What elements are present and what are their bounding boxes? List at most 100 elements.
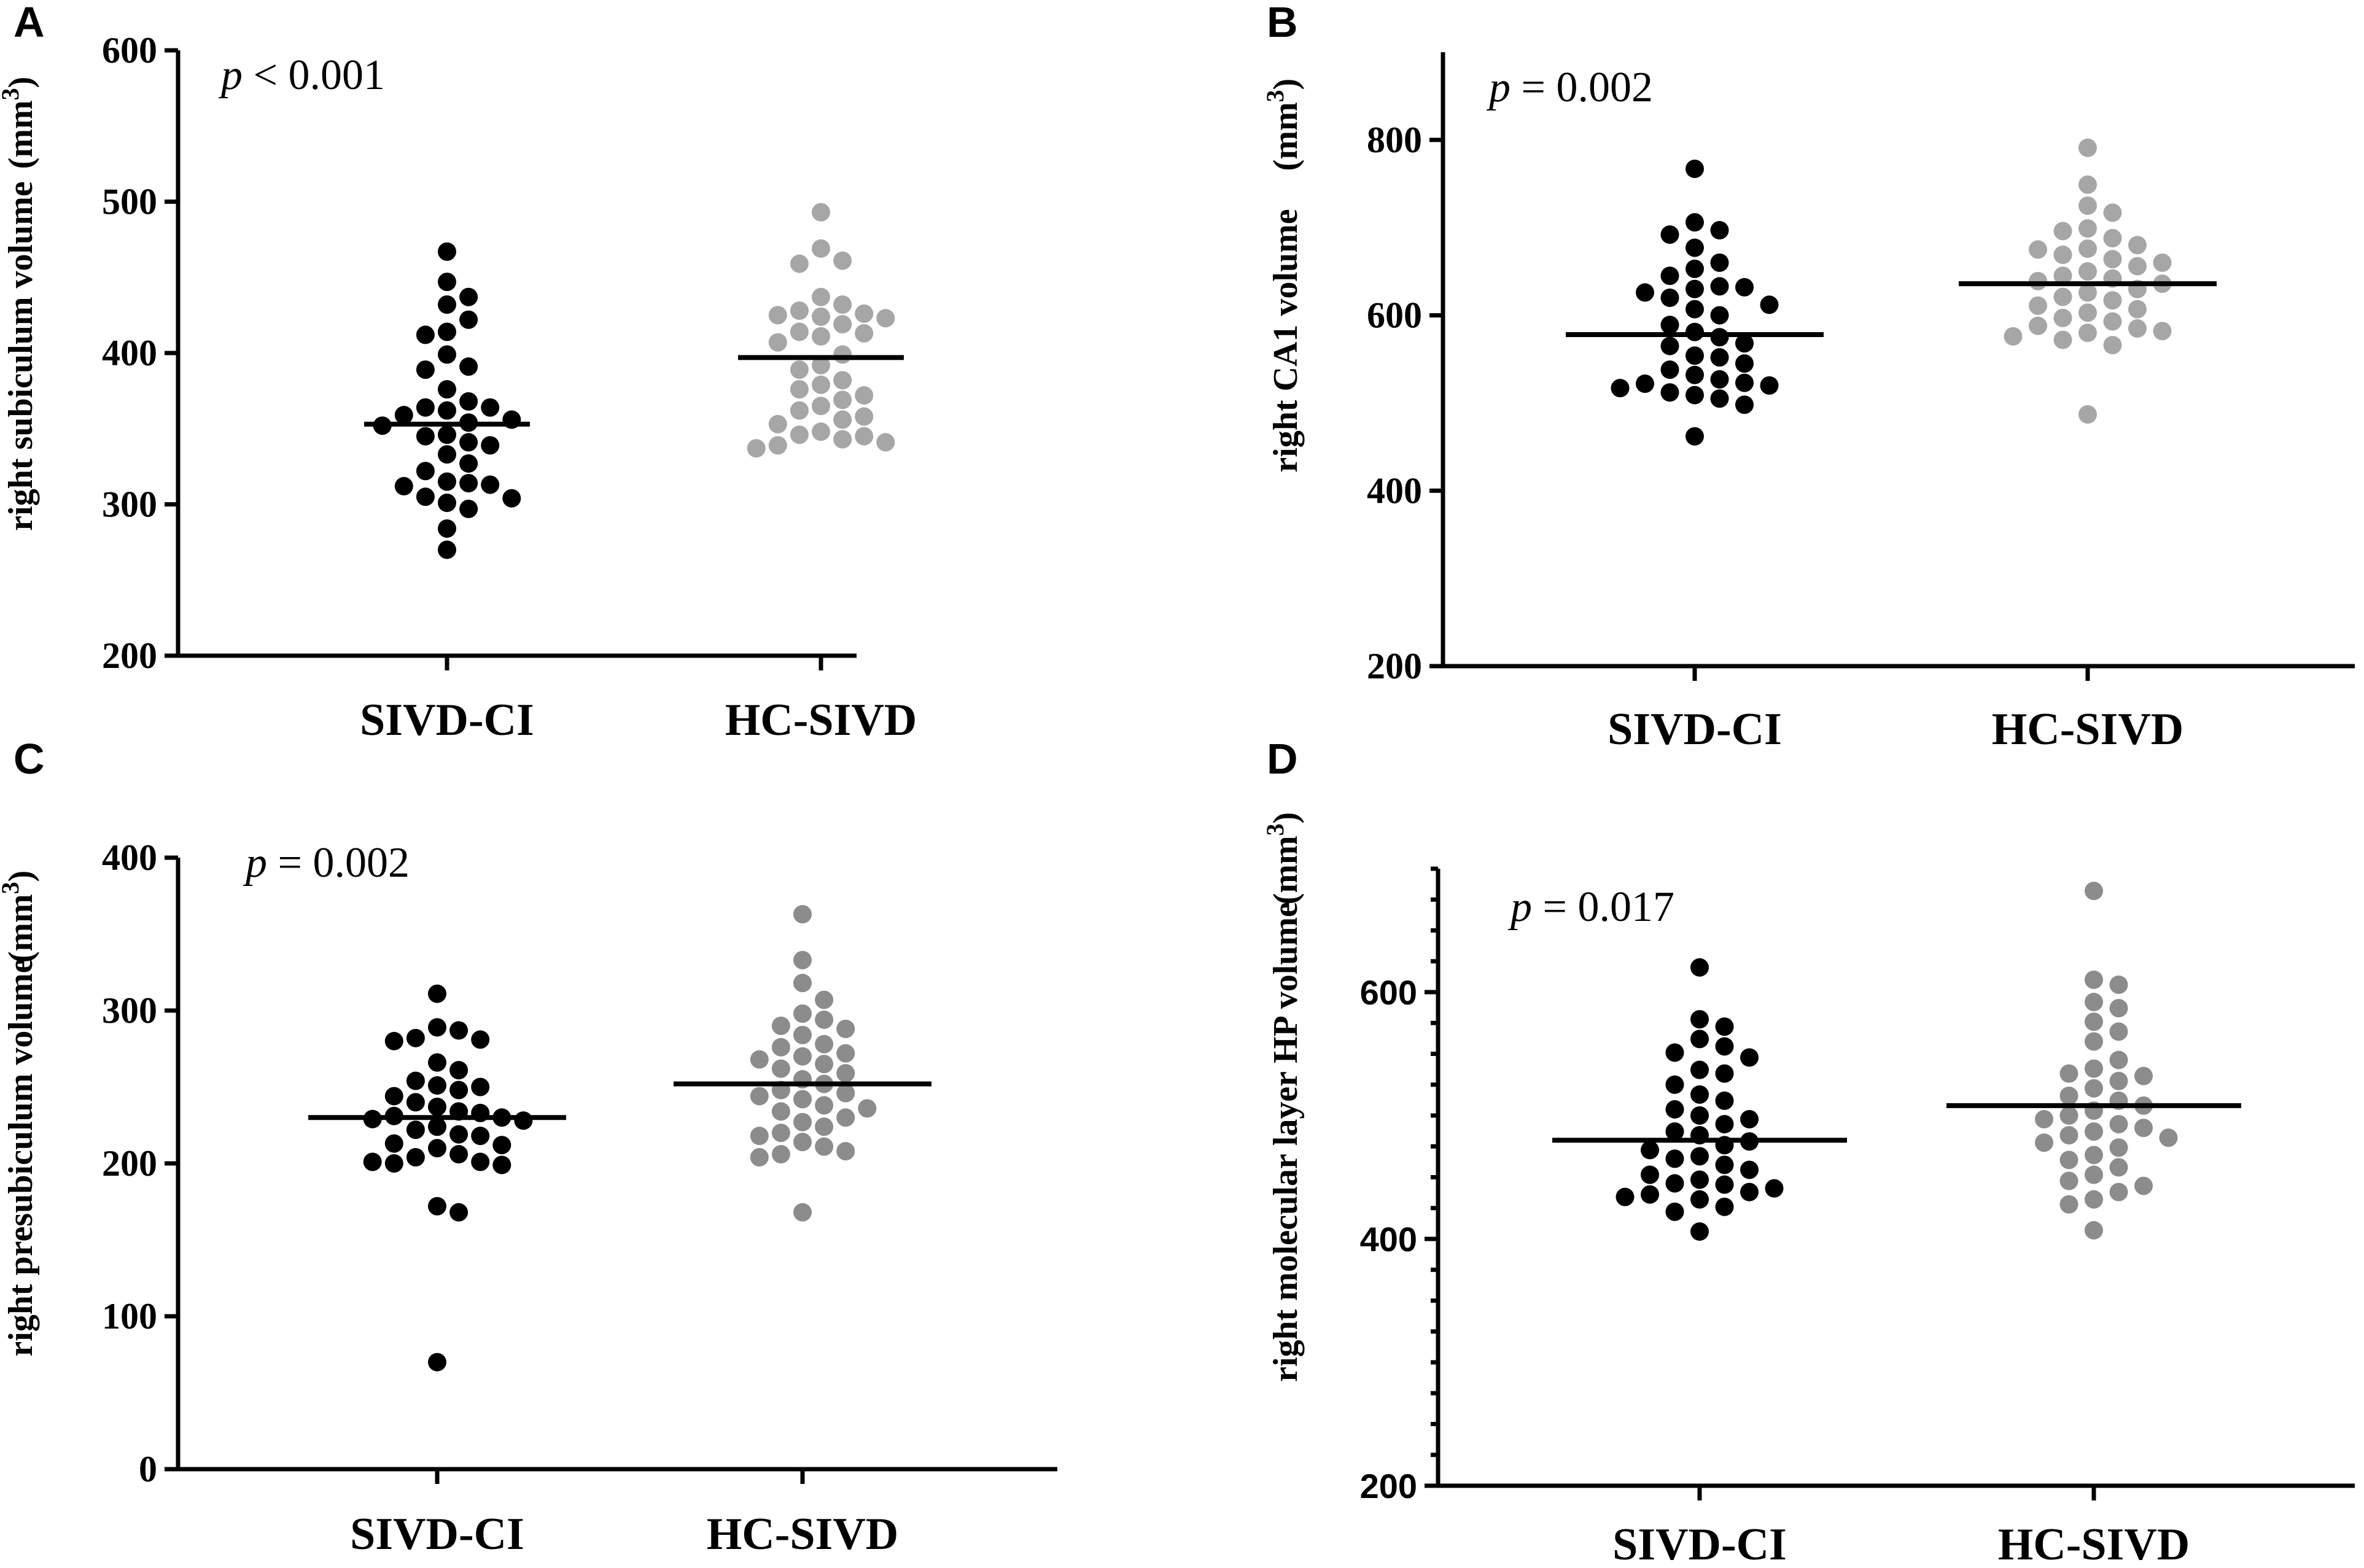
data-point: [2035, 1110, 2053, 1129]
data-point: [1636, 375, 1654, 393]
data-point: [1715, 1037, 1734, 1056]
p-value-annotation: p = 0.017: [1507, 883, 1674, 931]
data-point: [438, 445, 456, 464]
data-point: [815, 1096, 834, 1115]
data-point: [1636, 283, 1654, 302]
panel-B: B 200 400 600 800 SIVD-CI HC-SIVD right CA1 vol…: [1261, 0, 2355, 755]
data-point: [812, 327, 830, 346]
data-point: [876, 433, 895, 452]
data-point: [2085, 1079, 2103, 1098]
data-point: [438, 295, 456, 314]
data-point: [1611, 379, 1630, 398]
data-point: [2103, 203, 2122, 222]
data-point: [793, 1203, 812, 1222]
data-point: [2109, 1050, 2128, 1069]
data-point: [2053, 308, 2072, 327]
data-point: [2103, 291, 2122, 310]
data-point: [2085, 1059, 2103, 1078]
data-point: [1660, 266, 1679, 285]
data-point: [793, 1090, 812, 1109]
data-point: [449, 1145, 469, 1164]
data-point: [812, 397, 830, 416]
data-point: [2159, 1128, 2178, 1147]
data-point: [384, 1031, 403, 1050]
data-point: [416, 325, 435, 344]
data-point: [1660, 336, 1679, 355]
y-axis-unit: (mm3): [1261, 812, 1305, 905]
data-point: [1690, 958, 1709, 977]
data-point: [2109, 1071, 2128, 1090]
data-point: [1660, 225, 1679, 244]
data-point: [771, 1124, 790, 1143]
data-point: [1686, 427, 1704, 446]
data-point: [747, 439, 766, 458]
panel-letter: D: [1267, 735, 1298, 783]
data-point: [836, 1044, 855, 1063]
data-point: [416, 427, 435, 446]
data-point: [406, 1093, 425, 1112]
data-point: [836, 1019, 855, 1038]
data-point: [428, 984, 446, 1003]
data-point: [812, 307, 830, 326]
data-point: [459, 287, 478, 306]
data-point: [2078, 196, 2097, 215]
data-point: [2109, 1022, 2128, 1041]
data-point: [2059, 1126, 2078, 1145]
p-value-annotation: p < 0.001: [218, 52, 385, 99]
data-point: [1690, 1085, 1709, 1104]
data-point: [2153, 253, 2172, 272]
data-point: [1690, 1106, 1709, 1125]
data-point: [750, 1050, 769, 1069]
data-point: [449, 1061, 469, 1080]
data-point: [2109, 975, 2128, 994]
data-point: [771, 1038, 790, 1057]
data-point: [1710, 328, 1729, 347]
data-point: [2078, 239, 2097, 258]
y-tick-label: 400: [102, 333, 157, 373]
data-point: [2085, 1122, 2103, 1141]
data-point: [438, 494, 456, 513]
y-tick-label: 500: [102, 182, 157, 222]
data-point: [2078, 405, 2097, 424]
y-axis-title: right presubiculum volume: [2, 958, 40, 1356]
data-point: [459, 310, 478, 329]
data-point: [812, 203, 830, 222]
data-point: [793, 1025, 812, 1044]
data-point: [836, 1064, 855, 1083]
data-point: [1735, 334, 1754, 353]
data-point: [514, 1111, 533, 1130]
data-point: [1686, 213, 1704, 232]
data-point: [1641, 1141, 1659, 1160]
data-point: [2134, 1119, 2153, 1138]
data-point: [1715, 1115, 1734, 1134]
category-label: HC-SIVD: [725, 695, 917, 745]
category-label: SIVD-CI: [350, 1509, 524, 1559]
data-point: [790, 425, 809, 444]
data-point: [428, 1018, 446, 1037]
data-point: [1710, 389, 1729, 408]
data-point: [471, 1127, 490, 1146]
data-point: [1740, 1048, 1759, 1067]
data-point: [2059, 1151, 2078, 1170]
data-point: [1665, 1149, 1684, 1168]
data-point: [833, 430, 852, 449]
data-point: [1710, 306, 1729, 325]
data-point: [793, 1004, 812, 1023]
data-point: [2053, 246, 2072, 264]
data-point: [481, 475, 500, 494]
data-point: [428, 1139, 446, 1158]
data-point: [1710, 370, 1729, 389]
data-point: [836, 1084, 855, 1103]
data-point: [1690, 1147, 1709, 1166]
data-point: [790, 401, 809, 420]
data-point: [793, 1112, 812, 1131]
data-point: [481, 436, 500, 455]
data-point: [2085, 1146, 2103, 1165]
data-point: [1690, 1010, 1709, 1029]
y-tick-label: 0: [139, 1449, 157, 1489]
data-point: [2134, 1176, 2153, 1195]
data-point: [2085, 1012, 2103, 1031]
data-point: [384, 1087, 403, 1106]
data-point: [1735, 395, 1754, 414]
y-tick-label: 200: [1367, 646, 1422, 686]
